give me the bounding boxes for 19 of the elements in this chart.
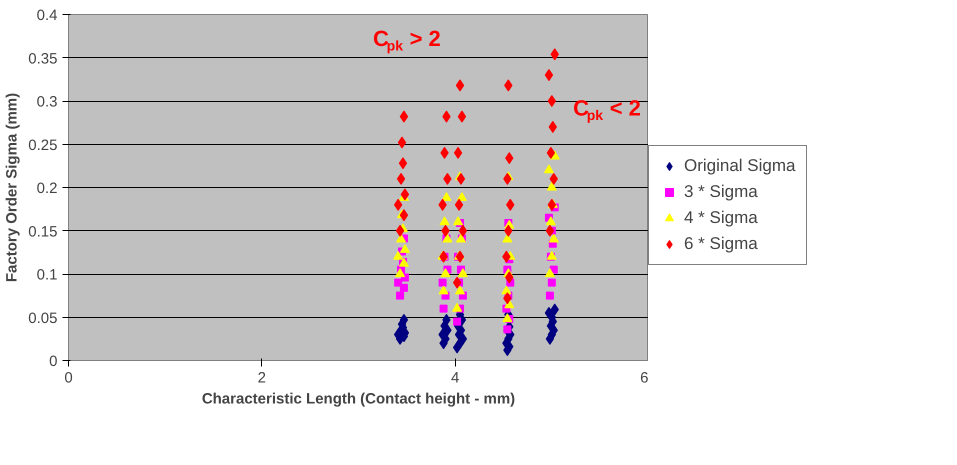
x-tick-label: 0 xyxy=(64,370,73,386)
legend-label: 3 * Sigma xyxy=(684,182,758,202)
y-tick-label: 0.35 xyxy=(28,50,58,68)
y-tick-label: 0.1 xyxy=(36,266,58,284)
y-tick-label: 0 xyxy=(49,353,58,370)
y-tick-label: 0.05 xyxy=(28,310,58,327)
legend-label: 6 * Sigma xyxy=(684,234,758,254)
y-tick-label: 0.2 xyxy=(36,180,58,197)
y-tick-label: 0.4 xyxy=(36,7,58,24)
y-axis-title: Factory Order Sigma (mm) xyxy=(3,92,20,282)
legend-label: Original Sigma xyxy=(684,156,796,176)
x-axis-title: Characteristic Length (Contact height - mm) xyxy=(202,390,516,408)
y-tick-label: 0.3 xyxy=(36,94,58,110)
x-tick-label: 2 xyxy=(258,370,266,386)
x-tick-label: 4 xyxy=(450,370,460,386)
x-tick-label: 6 xyxy=(640,370,648,386)
y-tick-label: 0.25 xyxy=(28,136,58,154)
legend-label: 4 * Sigma xyxy=(684,208,758,228)
y-tick-label: 0.15 xyxy=(28,223,58,240)
